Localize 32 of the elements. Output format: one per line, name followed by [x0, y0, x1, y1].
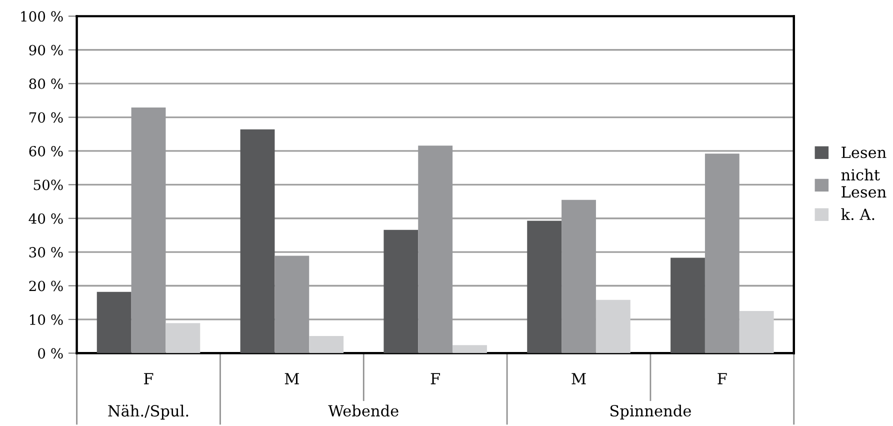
x-tick-label: M [284, 373, 299, 384]
y-tick-label: 100 % [21, 11, 63, 22]
text: Webende [328, 404, 398, 417]
y-tick-label: 70 % [29, 112, 63, 123]
text: Spinnende [610, 404, 691, 420]
bar [670, 258, 705, 354]
bar [96, 292, 132, 354]
y-tick-label: 40 % [28, 213, 63, 224]
y-tick-label: 50% [34, 180, 63, 190]
y-tick-label: 80 % [29, 78, 63, 90]
bar [452, 345, 487, 354]
bar [384, 230, 418, 354]
y-tick-label: 30 % [29, 247, 63, 258]
bar [240, 129, 275, 354]
y-tick-label: 0 % [38, 348, 63, 359]
y-tick-label: 60 % [29, 146, 63, 156]
x-tick-label: F [718, 373, 727, 384]
y-tick-label: 90 % [29, 44, 63, 56]
legend-label: k. A. [841, 208, 874, 220]
text: Näh./Spul. [108, 404, 188, 420]
legend-label: nicht Lesen [841, 168, 886, 198]
x-tick-label: F [144, 373, 154, 384]
bar [166, 323, 200, 354]
x-tick-label: F [430, 373, 440, 384]
y-tick-label: 20 % [29, 280, 63, 292]
bar [596, 300, 630, 354]
bar [527, 220, 562, 354]
bar [739, 311, 774, 354]
x-tick-label: M [572, 373, 586, 384]
bar [309, 336, 344, 354]
legend-label: Lesen [842, 146, 886, 158]
y-tick-label: 10 % [30, 314, 63, 325]
